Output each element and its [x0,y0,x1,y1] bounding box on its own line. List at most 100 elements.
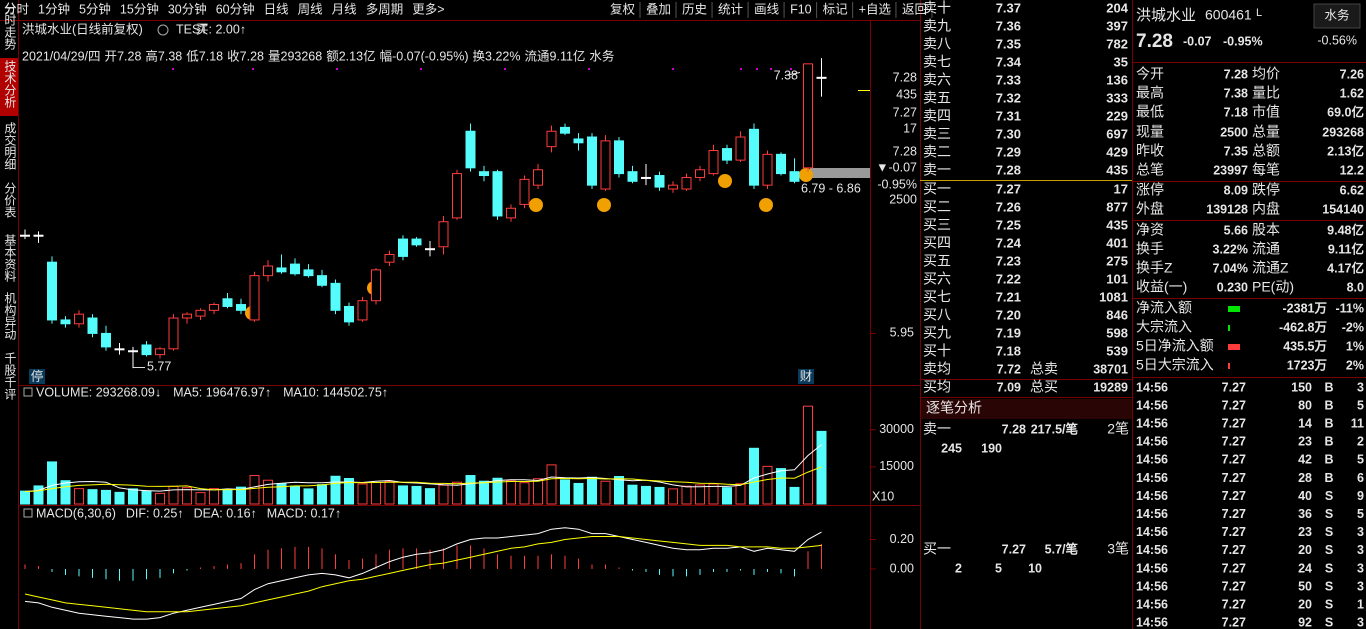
period-tab[interactable]: 分时 [4,2,30,16]
volume-bar [236,486,246,505]
tick-time: 14:56 [1136,597,1168,611]
candle-body [749,128,759,186]
book-label: 卖四 [923,108,951,124]
signal-dot [588,68,590,70]
tick-price: 7.27 [1222,380,1246,394]
book-volume: 401 [1106,235,1128,250]
toolbar-button[interactable]: 复权 [610,1,636,16]
book-volume: 204 [1106,0,1128,15]
y-tick-label: 0.20 [890,532,914,546]
candle-body [290,263,300,275]
volume-bar [641,485,651,505]
info-value: 7.28 [240,49,264,63]
tick-price: 7.27 [1222,471,1246,485]
period-tab[interactable]: 5分钟 [79,1,111,16]
tick-time: 14:56 [1136,380,1168,394]
tick-time: 14:56 [1136,507,1168,521]
candle-body [600,140,611,190]
side-tab[interactable]: 成交明细 [3,122,17,170]
toolbar-button[interactable]: 画线 [754,2,780,16]
stat-label: 内盘 [1252,201,1280,217]
period-tab[interactable]: 周线 [298,2,324,16]
tick-count: 6 [1357,471,1364,485]
sector-name[interactable]: 水务 [1324,7,1349,22]
period-tab[interactable]: 月线 [332,2,358,16]
volume-bar [681,485,692,505]
side-tab[interactable]: 千股千评 [3,352,17,400]
period-tab[interactable]: 多周期 [366,2,404,16]
period-tab[interactable]: 更多> [412,2,444,16]
book-label: 买二 [923,199,951,215]
volume-bar [101,489,111,505]
candle-body [668,184,678,190]
candle-body [789,171,800,182]
candle-body [587,136,597,186]
stat-label: 总量 [1252,124,1280,140]
toolbar-button[interactable]: 标记 [823,2,849,16]
toolbar-button[interactable]: 统计 [718,2,743,16]
toolbar-button[interactable]: 叠加 [646,2,671,16]
signal-dot [790,68,792,70]
volume-bar [762,465,773,505]
tick-count: 3 [1357,525,1364,539]
stat-value: 6.62 [1340,183,1364,197]
book-volume: 846 [1106,307,1128,322]
stat-value: 12.2 [1340,163,1364,177]
settings-icon[interactable] [157,24,169,36]
summary-total-label: 总卖 [1030,361,1058,377]
stat-label: 今开 [1136,66,1164,82]
tick-side: S [1325,561,1333,575]
tick-volume: 23 [1298,525,1312,539]
side-tab[interactable]: 机构异动 [3,292,17,340]
analysis-order: 2 [955,561,962,575]
side-tab[interactable]: 分价表 [3,182,17,218]
volume-bar [425,488,435,505]
period-tab[interactable]: 60分钟 [216,1,255,16]
tick-volume: 40 [1298,489,1312,503]
toolbar-button[interactable]: 历史 [682,2,708,16]
period-tab[interactable]: 30分钟 [168,1,207,16]
period-tab[interactable]: 日线 [264,2,290,16]
toolbar-button[interactable]: F10 [790,2,812,16]
tick-price: 7.27 [1222,543,1246,557]
macd-label: DIF: 0.25↑ [126,506,184,520]
book-volume: 782 [1106,36,1128,51]
period-tab[interactable]: 1分钟 [38,1,70,16]
tick-count: 5 [1357,453,1364,467]
summary-total: 38701 [1093,362,1128,376]
book-volume: 101 [1106,271,1128,286]
tick-count: 3 [1357,543,1364,557]
volume-bar [654,486,665,505]
last-price: 7.28 [1136,31,1173,52]
tick-side: S [1325,597,1333,611]
tick-price: 7.27 [1222,435,1246,449]
side-tab[interactable]: 分时走势 [3,2,17,50]
candle-body [438,221,449,248]
candle-body [60,319,71,325]
signal-dot [740,68,742,70]
tick-side: B [1324,453,1333,467]
summary-price: 7.72 [997,362,1021,376]
stat-label: 收益(一) [1136,279,1187,295]
book-volume: 539 [1106,343,1128,358]
analysis-title: 逐笔分析 [926,400,982,416]
signal-dot [756,68,758,70]
stat-label: 换手Z [1136,260,1173,276]
signal-dot [252,68,254,70]
candle-body [492,171,503,217]
period-tab[interactable]: 15分钟 [120,1,159,16]
toolbar-button[interactable]: +自选 [859,2,892,16]
toolbar-button[interactable]: 返回 [902,2,927,16]
side-tab[interactable]: 技术分析 [3,60,17,109]
flow-pct: -11% [1336,301,1365,315]
signal-dot [336,68,338,70]
stat-label: 每笔 [1252,162,1280,178]
stat-label: 流通Z [1252,260,1289,276]
book-volume: 275 [1106,253,1128,268]
candle-body [168,317,179,350]
sector-box[interactable] [1313,3,1361,29]
stock-name: 洪城水业 [1136,7,1196,24]
side-tab[interactable]: 基本资料 [3,234,17,282]
volume-bar [519,482,530,505]
signal-dot [504,68,506,70]
